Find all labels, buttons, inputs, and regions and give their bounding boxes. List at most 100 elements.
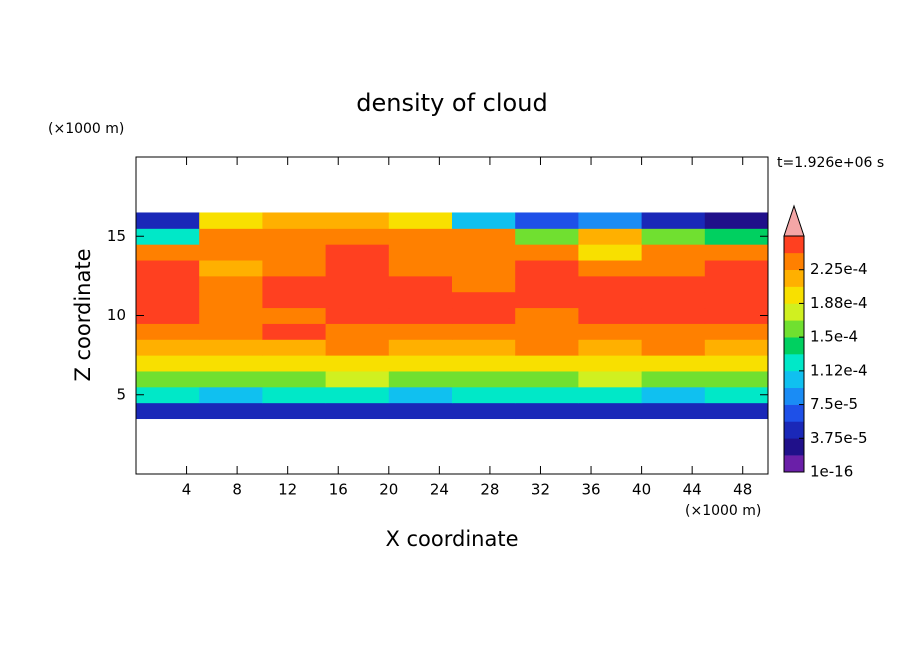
field-cell	[388, 355, 453, 372]
field-cell	[578, 370, 643, 388]
field-cell	[199, 370, 263, 388]
field-cell	[641, 323, 706, 340]
colorbar-label: 1.5e-4	[810, 328, 858, 346]
field-cell	[452, 260, 516, 277]
field-cell	[199, 291, 263, 309]
field-cell	[641, 212, 706, 229]
colorbar-band	[784, 404, 804, 422]
y-unit: (×1000 m)	[48, 121, 124, 137]
field-cell	[515, 323, 579, 340]
colorbar-extend	[783, 204, 805, 237]
field-cell	[136, 228, 200, 245]
x-axis-label: X coordinate	[385, 527, 518, 551]
field-cell	[136, 291, 200, 309]
field-cell	[578, 244, 643, 261]
field-cell	[452, 323, 516, 340]
field-cell	[136, 275, 200, 293]
field-cell	[515, 370, 579, 388]
x-tick-label: 4	[182, 481, 192, 499]
field-cell	[515, 244, 579, 261]
field-cell	[199, 386, 263, 404]
field-cell	[515, 355, 579, 372]
field-cell	[704, 244, 769, 261]
field-cell	[641, 260, 706, 277]
field-cell	[262, 402, 327, 420]
field-cell	[136, 402, 200, 420]
field-cell	[325, 386, 390, 404]
field-cell	[578, 307, 643, 324]
field-cell	[136, 339, 200, 356]
field-cell	[452, 275, 516, 293]
field-cell	[452, 339, 516, 356]
field-cell	[388, 323, 453, 340]
field-cell	[199, 355, 263, 372]
field-cell	[388, 402, 453, 420]
field-cell	[262, 355, 327, 372]
field-cell	[262, 307, 327, 324]
field-cell	[578, 291, 643, 309]
x-tick-label: 36	[581, 481, 600, 499]
field-cell	[704, 307, 769, 324]
field-cell	[641, 307, 706, 324]
field-cell	[578, 212, 643, 229]
field-cell	[136, 260, 200, 277]
field-cell	[262, 386, 327, 404]
field-cell	[641, 355, 706, 372]
field-cell	[704, 402, 769, 420]
x-tick-label: 8	[232, 481, 242, 499]
field-cell	[325, 228, 390, 245]
field-cell	[704, 370, 769, 388]
field-cell	[515, 307, 579, 324]
field-cell	[199, 323, 263, 340]
field-cell	[136, 355, 200, 372]
field-cell	[641, 402, 706, 420]
field-cell	[262, 228, 327, 245]
field-cell	[452, 291, 516, 309]
field-cell	[704, 212, 769, 229]
time-label: t=1.926e+06 s	[777, 155, 884, 171]
field-cell	[641, 244, 706, 261]
field-cell	[641, 370, 706, 388]
colorbar-band	[784, 421, 804, 439]
field-cell	[325, 370, 390, 388]
field-cell	[325, 275, 390, 293]
field-cell	[704, 291, 769, 309]
field-cell	[136, 212, 200, 229]
colorbar-band	[784, 354, 804, 372]
field-cell	[452, 307, 516, 324]
x-tick-label: 16	[329, 481, 348, 499]
colorbar-band	[784, 320, 804, 338]
field-cell	[136, 370, 200, 388]
x-tick-label: 32	[531, 481, 550, 499]
x-tick-label: 28	[480, 481, 499, 499]
field-cell	[515, 402, 579, 420]
colorbar-label: 3.75e-5	[810, 429, 868, 447]
x-tick-label: 40	[632, 481, 651, 499]
field-cell	[262, 339, 327, 356]
field-cell	[325, 402, 390, 420]
field-cell	[388, 244, 453, 261]
field-cell	[388, 275, 453, 293]
field-cell	[262, 370, 327, 388]
field-cell	[199, 402, 263, 420]
field-cell	[325, 339, 390, 356]
field-cell	[262, 260, 327, 277]
field-cell	[388, 212, 453, 229]
field-cell	[136, 307, 200, 324]
field-cell	[262, 275, 327, 293]
field-cell	[136, 323, 200, 340]
colorbar-label: 1.88e-4	[810, 294, 868, 312]
field-cell	[578, 386, 643, 404]
field-cell	[325, 291, 390, 309]
field-cell	[641, 339, 706, 356]
x-tick-label: 48	[733, 481, 752, 499]
field-cell	[452, 355, 516, 372]
field-cell	[452, 402, 516, 420]
y-tick-label: 5	[116, 385, 126, 403]
y-tick-label: 10	[107, 306, 126, 324]
colorbar-label: 1e-16	[810, 463, 853, 481]
field-cell	[136, 386, 200, 404]
field-cell	[388, 307, 453, 324]
field-cell	[704, 339, 769, 356]
